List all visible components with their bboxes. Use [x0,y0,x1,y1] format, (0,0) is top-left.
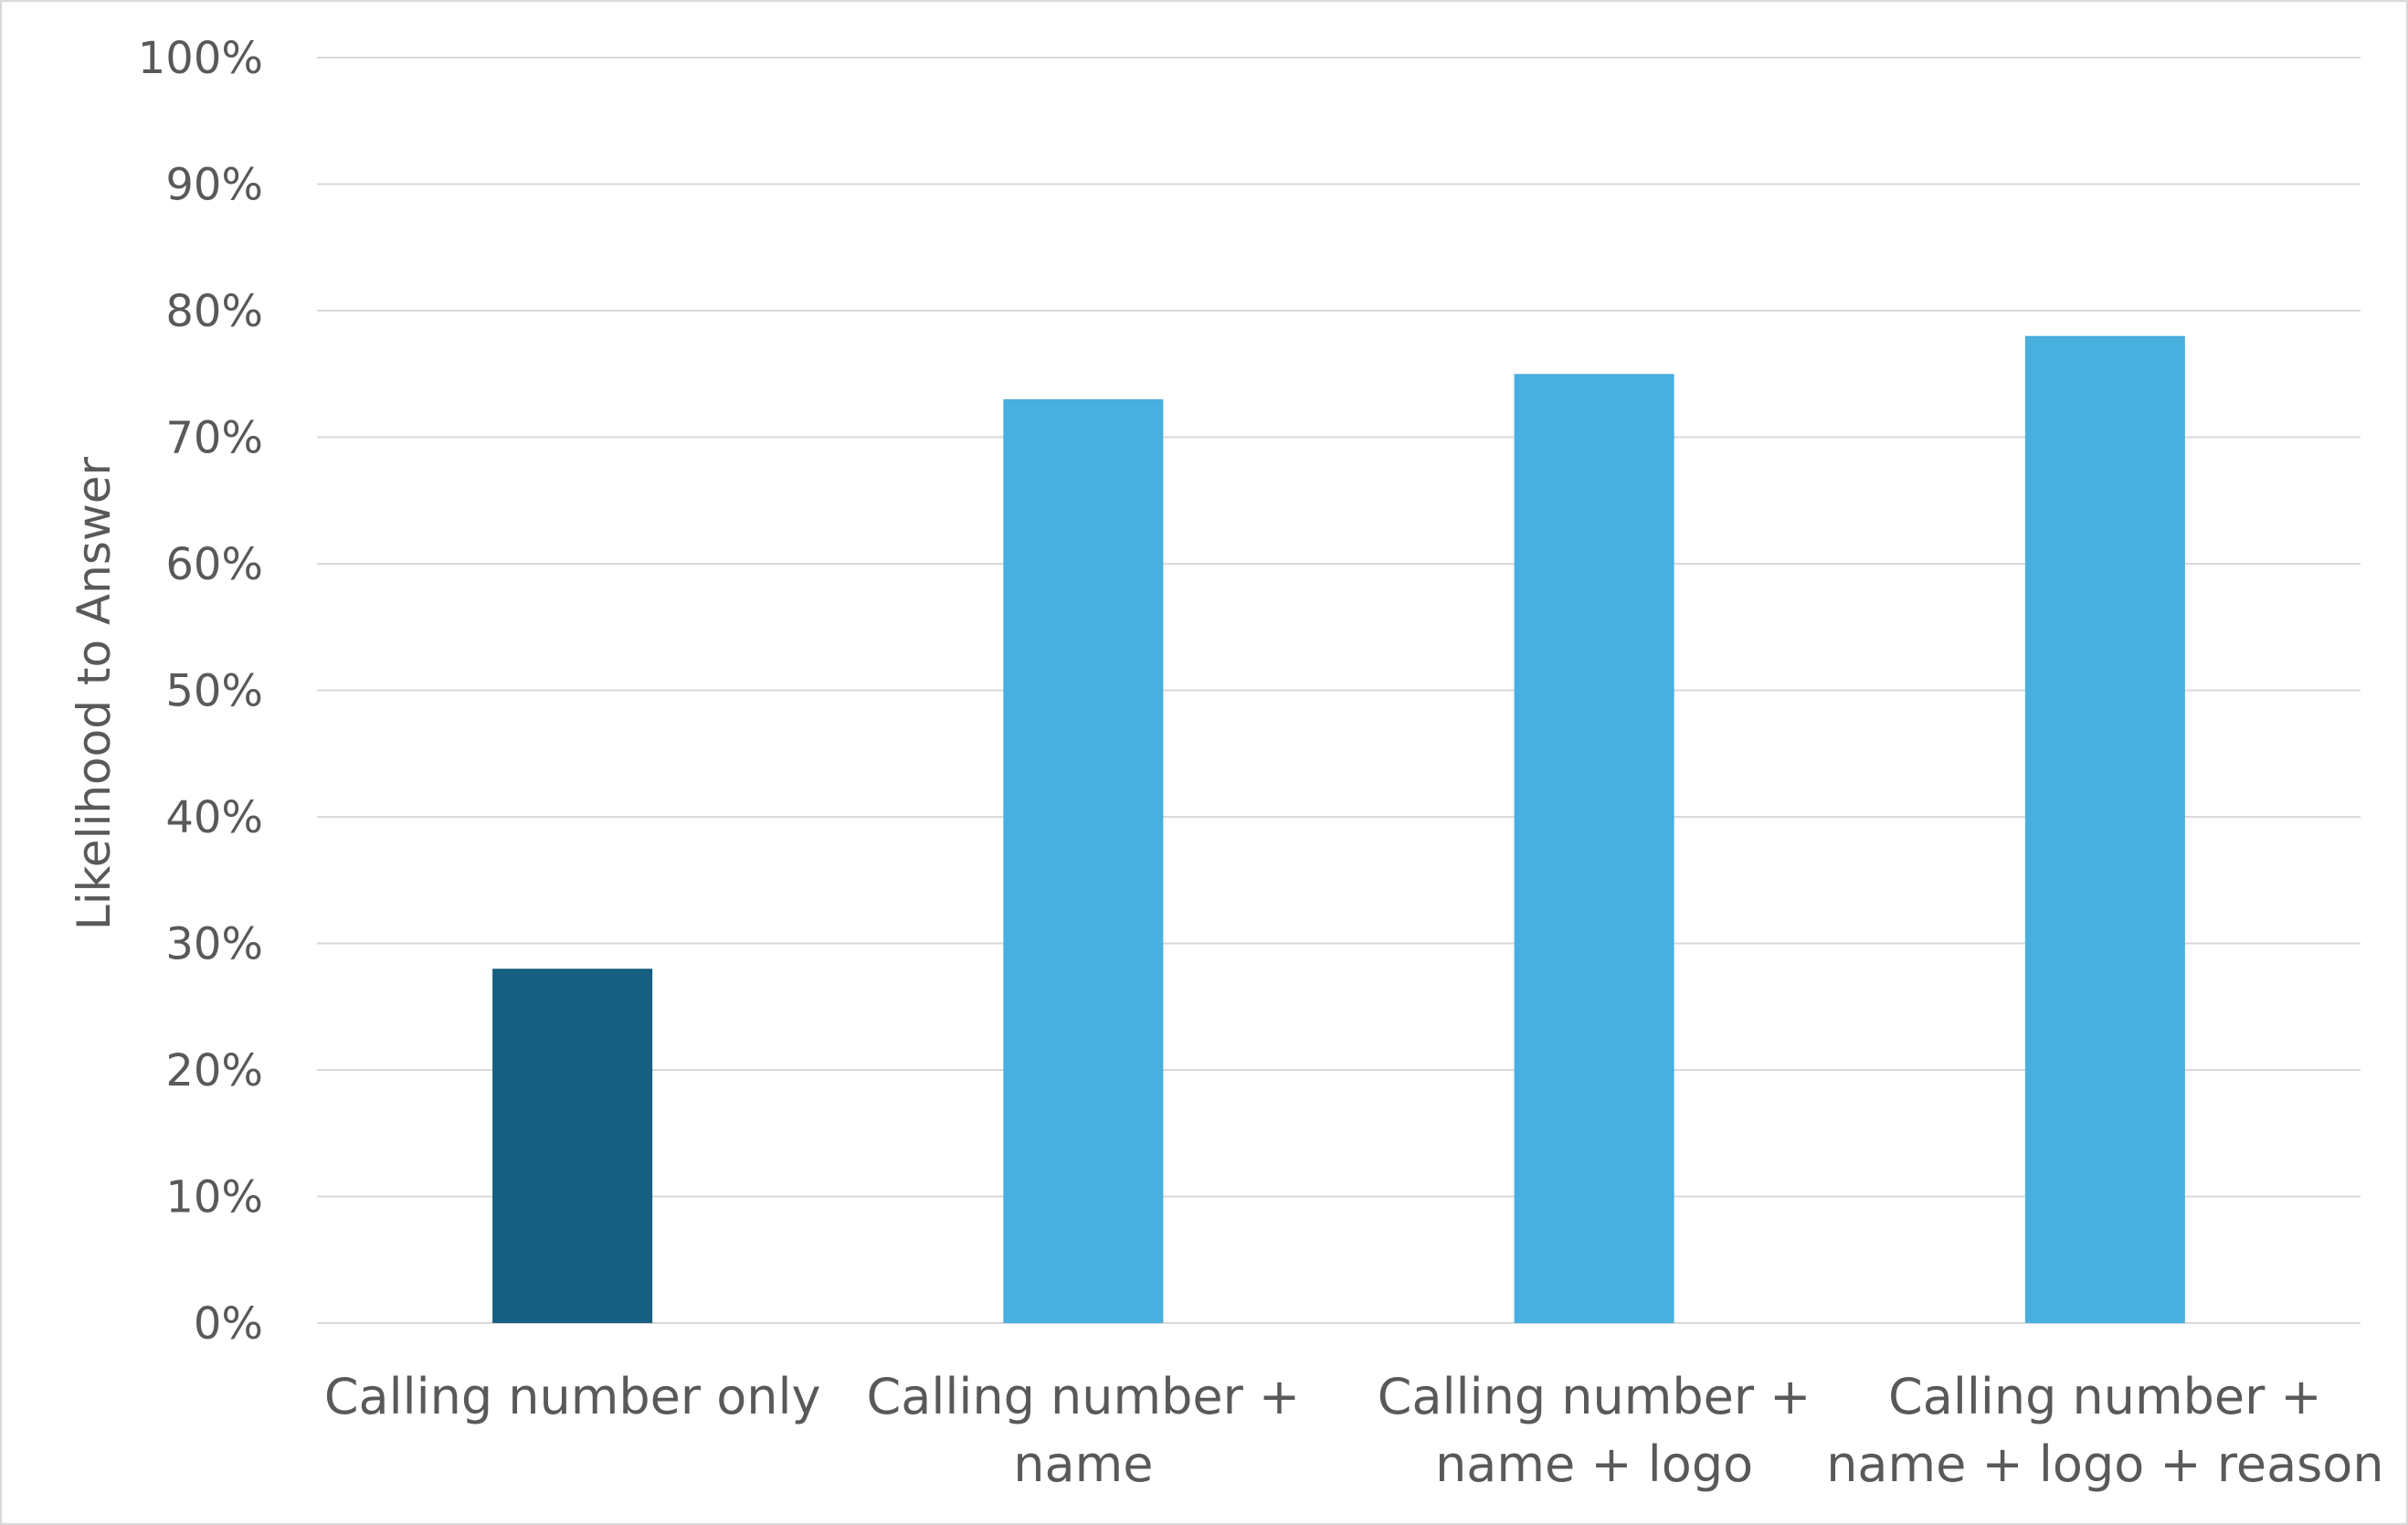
y-tick-label: 20% [165,1045,263,1096]
x-category-label-line: name + logo + reason [1826,1435,2383,1493]
y-axis-title: Likelihood to Answer [68,456,121,930]
y-tick-label: 70% [165,413,263,464]
bars [492,335,2185,1324]
y-tick-label: 50% [165,666,263,717]
x-category-label-line: Calling number + [1378,1368,1811,1425]
y-tick-label: 100% [138,33,263,84]
bar [2024,335,2185,1324]
bar [1003,398,1164,1323]
gridlines [317,57,2360,1324]
x-category-label-line: Calling number + [867,1368,1301,1425]
x-category-label-line: name + logo [1435,1435,1753,1493]
x-category-label: Calling number + name + logo [1378,1368,1811,1493]
x-category-label: Calling number + name [867,1368,1301,1493]
y-tick-label: 80% [165,286,263,337]
bar [492,969,653,1323]
y-tick-label: 40% [165,792,263,843]
y-tick-label: 90% [165,160,263,211]
x-axis-labels: Calling number only Calling number + nameC… [324,1368,2384,1493]
x-category-label: Calling number only [324,1368,821,1425]
x-category-label: Calling number + name + logo + reason [1826,1368,2383,1493]
y-tick-label: 60% [165,539,263,590]
y-tick-label: 0% [194,1298,263,1350]
y-tick-label: 10% [165,1172,263,1223]
x-category-label-line: Calling number + [1888,1368,2322,1425]
bar [1514,374,1674,1323]
y-tick-label: 30% [165,919,263,970]
x-category-label-line: Calling number only [324,1368,821,1425]
y-axis-ticks: 0% 10% 20% 30% 40% 50% 60% 70% 80% 90% 100% [138,33,263,1350]
x-category-label-line: name [1013,1435,1153,1493]
